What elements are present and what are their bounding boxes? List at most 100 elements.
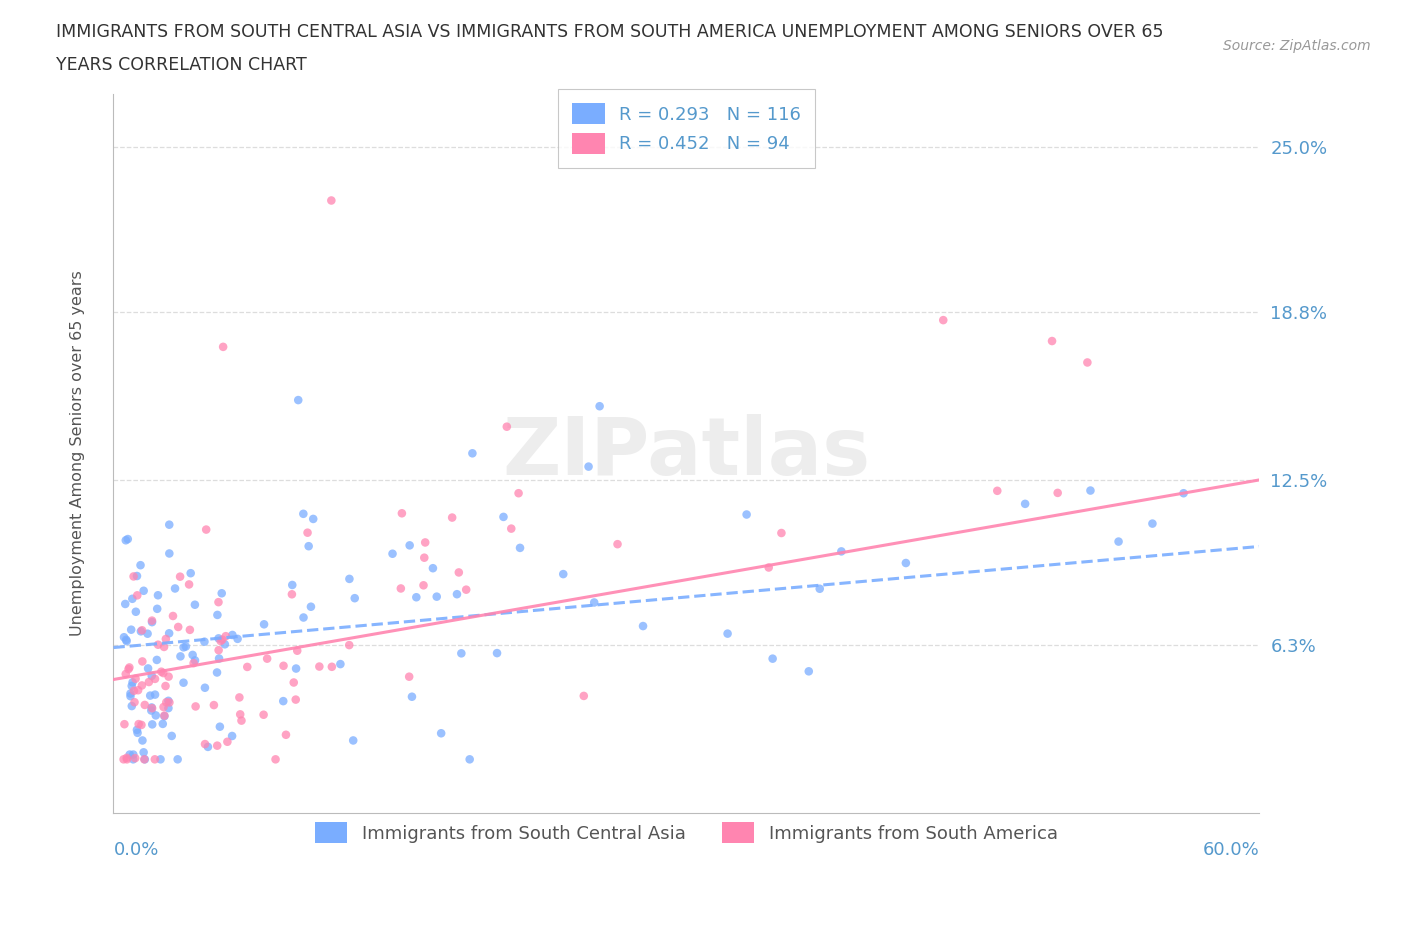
Point	[389, 581, 412, 596]
Point	[716, 626, 738, 641]
Point	[131, 654, 153, 669]
Point	[292, 506, 315, 521]
Point	[146, 637, 169, 652]
Point	[160, 728, 183, 743]
Point	[231, 713, 253, 728]
Point	[337, 638, 360, 653]
Point	[205, 738, 228, 753]
Point	[501, 521, 523, 536]
Point	[441, 511, 464, 525]
Point	[122, 684, 145, 698]
Point	[226, 631, 249, 646]
Point	[287, 392, 309, 407]
Point	[146, 653, 169, 668]
Point	[292, 610, 315, 625]
Point	[228, 690, 250, 705]
Point	[446, 587, 468, 602]
Point	[169, 649, 191, 664]
Point	[183, 656, 205, 671]
Point	[508, 485, 530, 500]
Point	[145, 708, 167, 723]
Point	[1173, 485, 1195, 500]
Point	[124, 671, 146, 686]
Point	[209, 633, 232, 648]
Point	[762, 651, 785, 666]
Point	[195, 522, 218, 537]
Point	[150, 664, 173, 679]
Point	[381, 546, 404, 561]
Point	[157, 626, 180, 641]
Point	[118, 660, 141, 675]
Point	[256, 651, 278, 666]
Point	[166, 751, 188, 766]
Point	[413, 551, 436, 565]
Point	[180, 565, 202, 580]
Point	[321, 193, 343, 208]
Point	[152, 699, 174, 714]
Point	[121, 675, 143, 690]
Point	[205, 665, 228, 680]
Point	[217, 735, 239, 750]
Point	[141, 615, 163, 630]
Point	[114, 596, 136, 611]
Point	[157, 695, 180, 710]
Point	[155, 679, 177, 694]
Point	[129, 624, 152, 639]
Point	[281, 587, 304, 602]
Point	[152, 666, 174, 681]
Point	[143, 687, 166, 702]
Point	[136, 661, 159, 676]
Point	[120, 686, 142, 701]
Point	[179, 622, 201, 637]
Point	[117, 532, 139, 547]
Point	[169, 569, 191, 584]
Point	[207, 594, 229, 609]
Point	[458, 751, 481, 766]
Point	[932, 312, 955, 327]
Point	[285, 644, 308, 658]
Point	[127, 588, 149, 603]
Point	[112, 751, 135, 766]
Point	[253, 617, 276, 631]
Point	[115, 751, 138, 766]
Point	[1142, 516, 1164, 531]
Point	[163, 581, 186, 596]
Point	[118, 747, 141, 762]
Legend: Immigrants from South Central Asia, Immigrants from South America: Immigrants from South Central Asia, Immi…	[301, 807, 1073, 857]
Text: Unemployment Among Seniors over 65 years: Unemployment Among Seniors over 65 years	[70, 271, 84, 636]
Point	[134, 751, 156, 766]
Point	[422, 561, 444, 576]
Point	[495, 419, 517, 434]
Text: YEARS CORRELATION CHART: YEARS CORRELATION CHART	[56, 56, 307, 73]
Point	[207, 607, 229, 622]
Point	[134, 751, 156, 766]
Point	[894, 555, 917, 570]
Point	[173, 675, 195, 690]
Point	[132, 583, 155, 598]
Point	[391, 506, 413, 521]
Point	[606, 537, 628, 551]
Point	[211, 632, 233, 647]
Point	[184, 699, 207, 714]
Point	[1080, 483, 1102, 498]
Point	[211, 586, 233, 601]
Point	[155, 631, 177, 646]
Point	[141, 701, 163, 716]
Point	[122, 751, 145, 766]
Point	[588, 399, 610, 414]
Point	[194, 737, 217, 751]
Point	[252, 708, 274, 723]
Point	[157, 700, 180, 715]
Point	[114, 667, 136, 682]
Point	[339, 571, 361, 586]
Point	[125, 723, 148, 737]
Point	[758, 560, 780, 575]
Text: IMMIGRANTS FROM SOUTH CENTRAL ASIA VS IMMIGRANTS FROM SOUTH AMERICA UNEMPLOYMENT: IMMIGRANTS FROM SOUTH CENTRAL ASIA VS IM…	[56, 23, 1164, 41]
Point	[157, 670, 180, 684]
Point	[321, 659, 343, 674]
Point	[193, 634, 215, 649]
Point	[136, 626, 159, 641]
Point	[221, 628, 243, 643]
Point	[153, 708, 176, 723]
Point	[121, 679, 143, 694]
